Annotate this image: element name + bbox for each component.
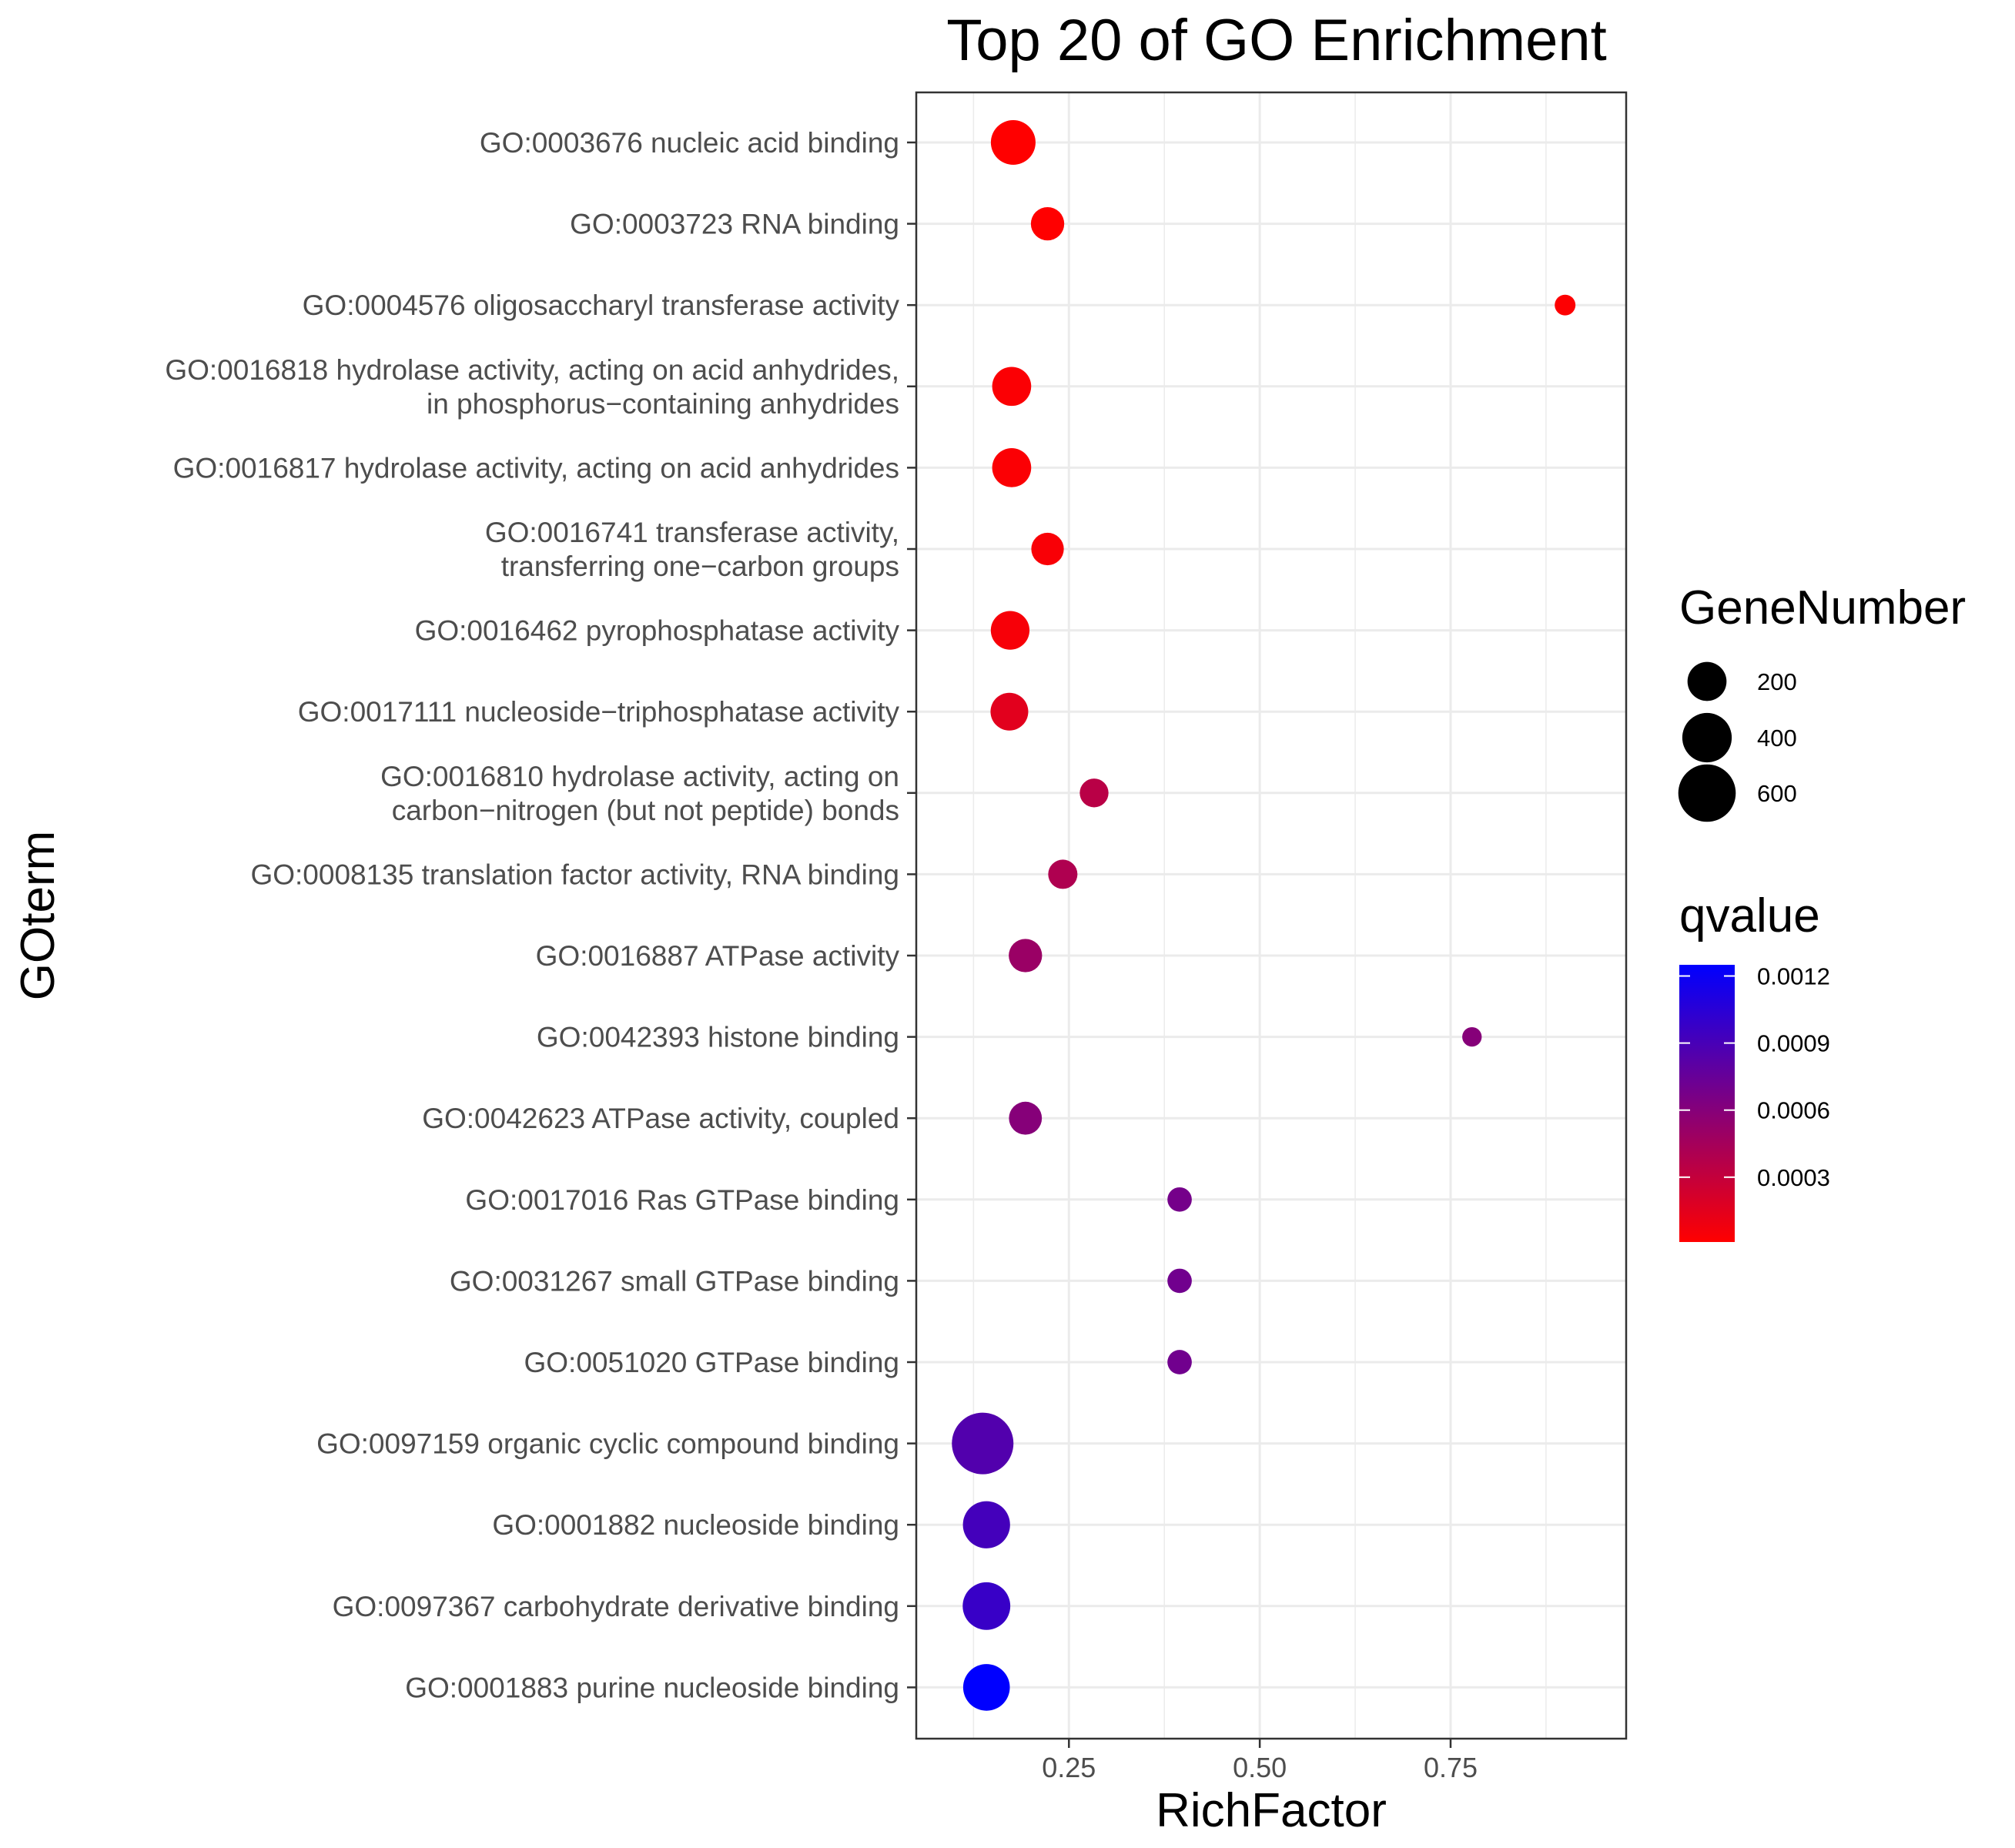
y-tick-label: GO:0001883 purine nucleoside binding xyxy=(405,1672,899,1703)
y-tick-label: GO:0016818 hydrolase activity, acting on… xyxy=(165,354,899,420)
y-tick-label: GO:0042623 ATPase activity, coupled xyxy=(422,1103,899,1134)
x-tick-label: 0.50 xyxy=(1233,1752,1287,1783)
y-tick-label: GO:0016810 hydrolase activity, acting on… xyxy=(380,761,899,826)
plot-border xyxy=(915,91,1628,1740)
data-points xyxy=(952,119,1576,1711)
data-point xyxy=(952,1412,1014,1475)
size-legend: GeneNumber 200 400 600 xyxy=(1678,581,1966,822)
data-point xyxy=(962,1664,1010,1711)
y-tick-label: GO:0042393 histone binding xyxy=(537,1022,899,1053)
y-axis-title: GOterm xyxy=(12,831,65,1000)
y-tick-label: GO:0001882 nucleoside binding xyxy=(492,1509,899,1541)
y-tick-label: GO:0003723 RNA binding xyxy=(570,209,899,240)
plot-panel xyxy=(916,92,1626,1739)
data-point xyxy=(990,611,1030,650)
colorbar-label: 0.0009 xyxy=(1757,1030,1830,1057)
color-legend: qvalue 0.0012 0.0009 0.0006 0.0003 xyxy=(1679,889,1830,1242)
x-axis-title: RichFactor xyxy=(1156,1784,1387,1837)
colorbar-label: 0.0012 xyxy=(1757,963,1830,990)
data-point xyxy=(990,692,1029,731)
data-point xyxy=(1167,1187,1192,1212)
y-tick-label: GO:0016817 hydrolase activity, acting on… xyxy=(173,452,899,484)
y-tick-label: GO:0051020 GTPase binding xyxy=(524,1347,900,1378)
y-tick-label: GO:0004576 oligosaccharyl transferase ac… xyxy=(303,290,900,321)
y-tick-label: GO:0031267 small GTPase binding xyxy=(450,1265,899,1297)
data-point xyxy=(1048,859,1078,889)
x-tick-label: 0.75 xyxy=(1424,1752,1478,1783)
data-point xyxy=(1167,1350,1192,1374)
data-point xyxy=(990,119,1036,166)
y-tick-label: GO:0016741 transferase activity, transfer… xyxy=(485,517,899,582)
size-legend-key xyxy=(1687,661,1727,701)
y-tick-label: GO:0008135 translation factor activity, … xyxy=(250,859,899,890)
colorbar-label: 0.0006 xyxy=(1757,1097,1830,1124)
data-point xyxy=(1009,1101,1043,1135)
qvalue-colorbar xyxy=(1679,965,1735,1242)
data-point xyxy=(1009,939,1043,973)
data-point xyxy=(1030,206,1065,241)
data-point xyxy=(1031,532,1064,566)
size-legend-key xyxy=(1678,764,1736,822)
size-legend-key xyxy=(1682,712,1732,763)
data-point xyxy=(1462,1026,1482,1047)
y-tick-label: GO:0097159 organic cyclic compound bindi… xyxy=(316,1428,899,1460)
size-legend-label: 400 xyxy=(1757,725,1797,752)
size-legend-label: 600 xyxy=(1757,780,1797,807)
x-axis: 0.25 0.50 0.75 xyxy=(1042,1739,1478,1783)
color-legend-title: qvalue xyxy=(1679,889,1820,942)
y-tick-label: GO:0097367 carbohydrate derivative bindi… xyxy=(333,1591,899,1622)
data-point xyxy=(1167,1268,1192,1294)
y-tick-label: GO:0017111 nucleoside−triphosphatase act… xyxy=(298,696,900,728)
data-point xyxy=(962,1582,1011,1630)
colorbar-label: 0.0003 xyxy=(1757,1164,1830,1191)
data-point xyxy=(992,367,1032,407)
data-point xyxy=(1079,778,1109,808)
size-legend-title: GeneNumber xyxy=(1679,581,1966,634)
y-tick-label: GO:0017016 Ras GTPase binding xyxy=(465,1184,899,1216)
data-point xyxy=(992,448,1032,487)
y-tick-label: GO:0016887 ATPase activity xyxy=(536,940,900,972)
chart-title: Top 20 of GO Enrichment xyxy=(946,8,1607,73)
x-tick-label: 0.25 xyxy=(1042,1752,1096,1783)
data-point xyxy=(962,1501,1010,1548)
data-point xyxy=(1555,294,1576,316)
y-axis: GO:0003676 nucleic acid binding GO:000372… xyxy=(165,127,916,1703)
y-tick-label: GO:0016462 pyrophosphatase activity xyxy=(415,615,900,647)
y-tick-label: GO:0003676 nucleic acid binding xyxy=(480,127,899,159)
size-legend-label: 200 xyxy=(1757,668,1797,695)
